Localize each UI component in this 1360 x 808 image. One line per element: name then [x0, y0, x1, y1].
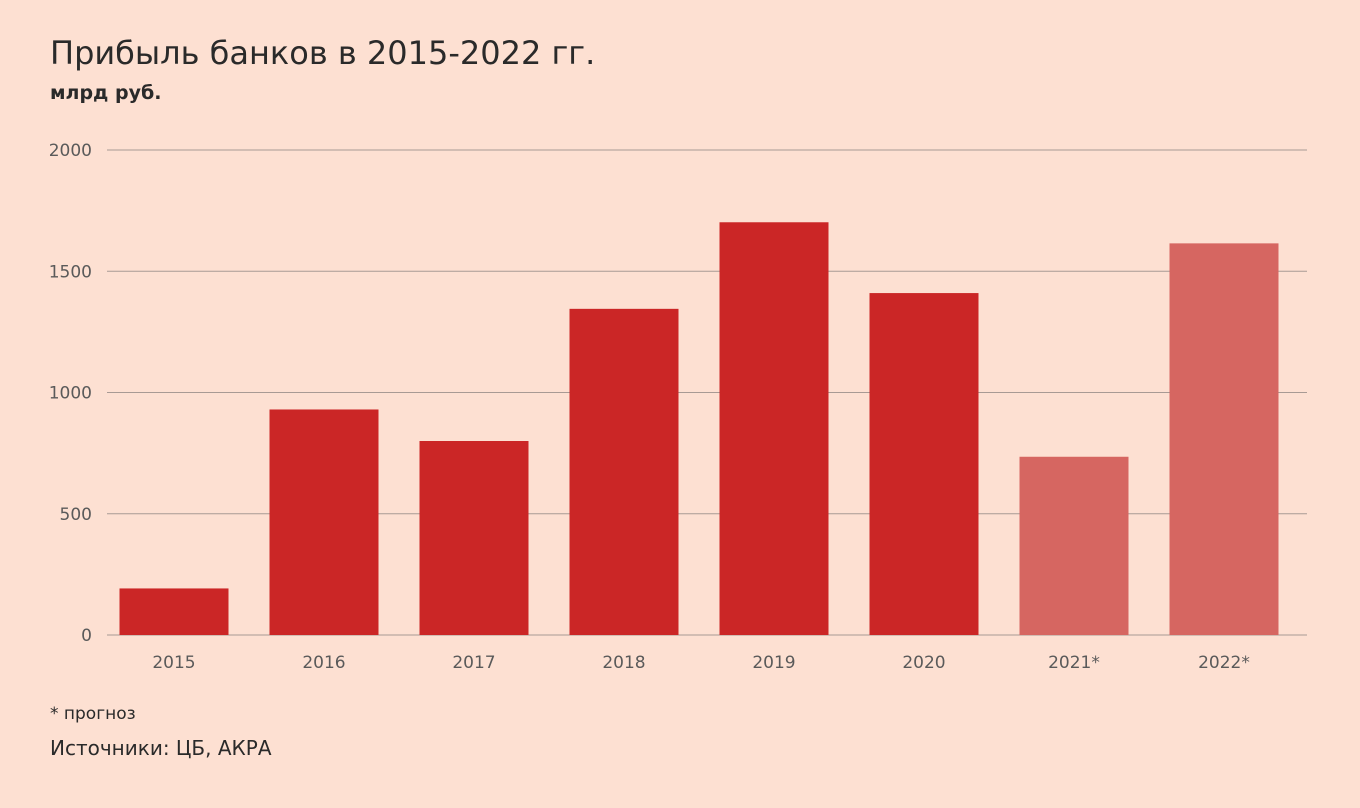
bar-2020: [869, 293, 979, 635]
bars: [119, 222, 1279, 636]
bar-2022-forecast: [1169, 243, 1279, 636]
bar-2016: [269, 409, 379, 635]
bar-2015: [119, 588, 229, 635]
bar-chart: 0 500 1000 1500 2000 2015 2016 2017 2018 2019 202…: [49, 141, 1307, 673]
y-tick-label: 2000: [49, 141, 92, 161]
y-axis-ticks: 0 500 1000 1500 2000: [49, 141, 92, 646]
y-tick-label: 1000: [49, 384, 92, 404]
bar-2019: [719, 222, 829, 635]
x-tick-label: 2019: [752, 653, 795, 673]
chart-title: Прибыль банков в 2015-2022 гг.: [50, 34, 596, 72]
source-note: Источники: ЦБ, АКРА: [50, 736, 272, 760]
y-tick-label: 0: [81, 626, 92, 646]
y-tick-label: 500: [60, 505, 92, 525]
x-tick-label: 2017: [452, 653, 495, 673]
x-tick-label: 2021*: [1048, 653, 1100, 673]
chart-units: млрд руб.: [50, 82, 162, 104]
x-axis-ticks: 2015 2016 2017 2018 2019 2020 2021* 2022*: [152, 653, 1250, 673]
forecast-footnote: * прогноз: [50, 704, 136, 724]
bar-2018: [569, 308, 679, 635]
x-tick-label: 2015: [152, 653, 195, 673]
bar-2021-forecast: [1019, 456, 1129, 635]
y-tick-label: 1500: [49, 262, 92, 282]
x-tick-label: 2016: [302, 653, 345, 673]
x-tick-label: 2018: [602, 653, 645, 673]
x-tick-label: 2020: [902, 653, 945, 673]
x-tick-label: 2022*: [1198, 653, 1250, 673]
bar-2017: [419, 441, 529, 635]
